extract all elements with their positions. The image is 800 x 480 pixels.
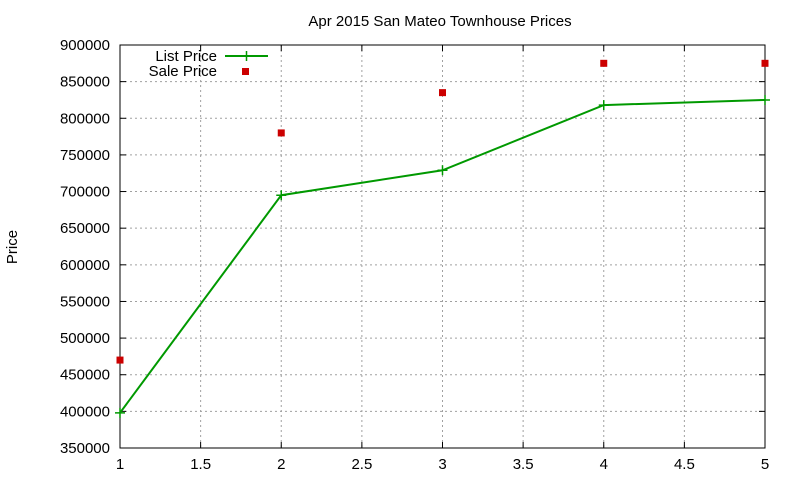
legend-item-list-price: List Price [155,48,268,65]
x-tick-label: 2.5 [351,456,372,473]
data-point-sale-price [600,59,608,67]
legend-marker-list-price [241,51,252,61]
data-point-list-price [760,94,770,105]
legend: List Price Sale Price [149,48,268,80]
x-tick-label: 4 [600,456,608,473]
x-tick-label: 3.5 [513,456,534,473]
x-tick-label: 2 [277,456,285,473]
data-point-list-price [115,407,125,418]
grid [120,45,765,448]
y-tick-label: 700000 [60,184,110,201]
legend-label-sale-price: Sale Price [149,63,217,80]
legend-marker-sale-price [242,68,249,75]
y-tick-label: 800000 [60,110,110,127]
y-axis-label: Price [4,230,21,264]
y-tick-label: 450000 [60,367,110,384]
x-tick-label: 3 [438,456,446,473]
data-point-sale-price [277,129,285,137]
data-point-sale-price [116,356,124,364]
data-point-list-price [437,165,448,176]
x-tick-label: 1 [116,456,124,473]
data-point-sale-price [761,59,769,67]
y-tick-label: 400000 [60,403,110,420]
chart-title: Apr 2015 San Mateo Townhouse Prices [308,13,571,30]
series [115,59,770,418]
y-tick-label: 500000 [60,330,110,347]
legend-item-sale-price: Sale Price [149,63,249,80]
plot-frame [119,44,766,449]
y-tick-labels: 350000 400000 450000 500000 550000 600000 6500… [60,37,110,457]
y-tick-label: 600000 [60,257,110,274]
legend-label-list-price: List Price [155,48,217,65]
y-tick-label: 650000 [60,220,110,237]
x-tick-label: 5 [761,456,769,473]
y-tick-label: 900000 [60,37,110,54]
data-point-list-price [276,190,287,201]
x-tick-label: 4.5 [674,456,695,473]
x-tick-labels: 1 1.5 2 2.5 3 3.5 4 4.5 5 [116,456,769,473]
data-point-sale-price [439,89,446,97]
y-tick-label: 750000 [60,147,110,164]
x-tick-label: 1.5 [190,456,211,473]
y-tick-label: 550000 [60,293,110,310]
y-tick-label: 850000 [60,74,110,91]
data-point-list-price [598,100,609,111]
y-tick-label: 350000 [60,440,110,457]
